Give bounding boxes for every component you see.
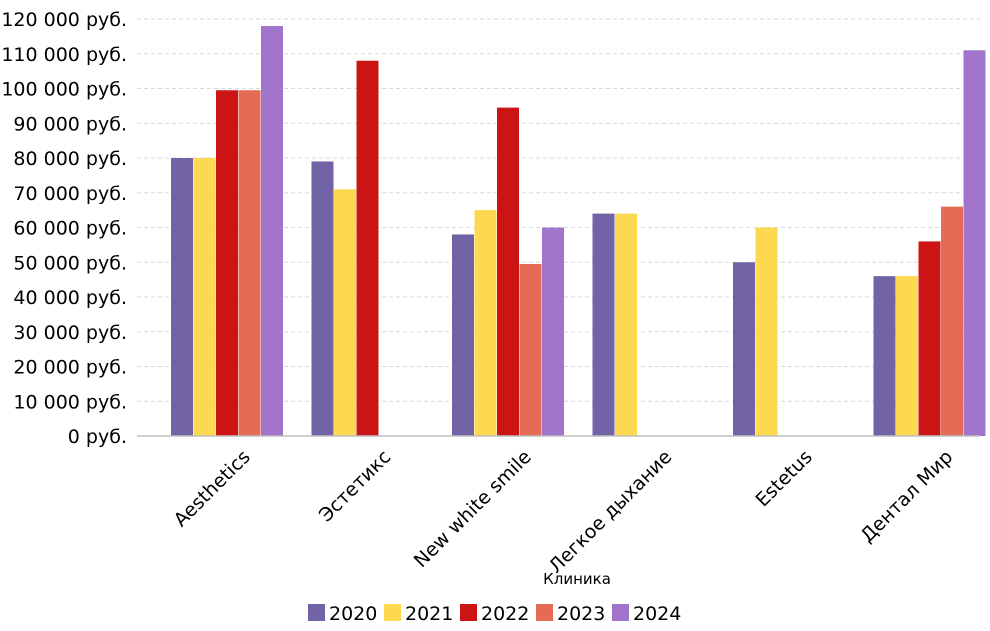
legend-label: 2022 xyxy=(481,603,529,625)
x-axis-categories: Aesthetics Эстетикс New white smile Легкое … xyxy=(170,446,958,578)
legend-label: 2023 xyxy=(557,603,605,625)
y-tick-label: 60 000 руб. xyxy=(13,218,127,240)
bars xyxy=(171,25,986,437)
bar-2020-6 xyxy=(873,276,896,436)
bar-2020-4 xyxy=(592,213,615,436)
bar-2020-1 xyxy=(171,158,193,436)
bar-2022-1 xyxy=(216,90,238,437)
x-category-label: Легкое дыхание xyxy=(545,446,677,578)
y-tick-label: 40 000 руб. xyxy=(13,287,127,309)
bar-2024-3 xyxy=(542,227,564,436)
bar-2023-3 xyxy=(519,263,542,436)
legend-item-2020[interactable]: 2020 xyxy=(308,603,377,625)
x-category-label: Дентал Мир xyxy=(856,446,957,547)
y-tick-label: 10 000 руб. xyxy=(13,391,127,413)
legend-swatch xyxy=(308,604,325,621)
bar-2021-3 xyxy=(474,210,497,436)
bar-2020-2 xyxy=(311,161,334,436)
bar-2021-5 xyxy=(755,227,778,436)
x-category-label: Эстетикс xyxy=(315,446,395,526)
legend-item-2022[interactable]: 2022 xyxy=(460,603,529,625)
y-tick-label: 0 руб. xyxy=(68,426,127,448)
legend-item-2024[interactable]: 2024 xyxy=(612,603,681,625)
legend-item-2023[interactable]: 2023 xyxy=(536,603,605,625)
y-axis-ticks: 0 руб. 10 000 руб. 20 000 руб. 30 000 руб. 4… xyxy=(1,9,127,448)
bar-2021-1 xyxy=(193,158,216,436)
bar-2020-3 xyxy=(452,234,474,436)
bar-2023-1 xyxy=(238,90,261,437)
x-category-label: Aesthetics xyxy=(170,446,255,531)
legend-label: 2024 xyxy=(633,603,681,625)
bar-2020-5 xyxy=(733,262,755,436)
bar-2021-6 xyxy=(896,276,918,436)
y-tick-label: 100 000 руб. xyxy=(1,79,127,101)
legend-label: 2020 xyxy=(329,603,377,625)
bar-2024-1 xyxy=(261,25,283,436)
bar-2024-6 xyxy=(963,50,986,437)
x-category-label: Estetus xyxy=(751,446,816,511)
y-tick-label: 80 000 руб. xyxy=(13,148,127,170)
legend-item-2021[interactable]: 2021 xyxy=(384,603,453,625)
legend-label: 2021 xyxy=(405,603,453,625)
y-tick-label: 110 000 руб. xyxy=(1,44,127,66)
y-tick-label: 30 000 руб. xyxy=(13,322,127,344)
bar-2023-6 xyxy=(941,206,963,436)
y-tick-label: 120 000 руб. xyxy=(1,9,127,31)
bar-2022-2 xyxy=(356,60,379,436)
bar-2021-4 xyxy=(615,213,637,436)
legend-swatch xyxy=(384,604,401,621)
y-tick-label: 20 000 руб. xyxy=(13,357,127,379)
bar-2021-2 xyxy=(334,189,356,436)
legend[interactable]: 2020 2021 2022 2023 2024 xyxy=(308,603,681,625)
y-tick-label: 70 000 руб. xyxy=(13,183,127,205)
bar-2022-3 xyxy=(497,107,519,437)
legend-swatch xyxy=(612,604,629,621)
x-axis-title: Клиника xyxy=(543,570,611,588)
x-category-label: New white smile xyxy=(410,446,536,572)
legend-swatch xyxy=(536,604,553,621)
bar-2022-6 xyxy=(918,241,941,436)
y-tick-label: 50 000 руб. xyxy=(13,252,127,274)
y-tick-label: 90 000 руб. xyxy=(13,113,127,135)
legend-swatch xyxy=(460,604,477,621)
